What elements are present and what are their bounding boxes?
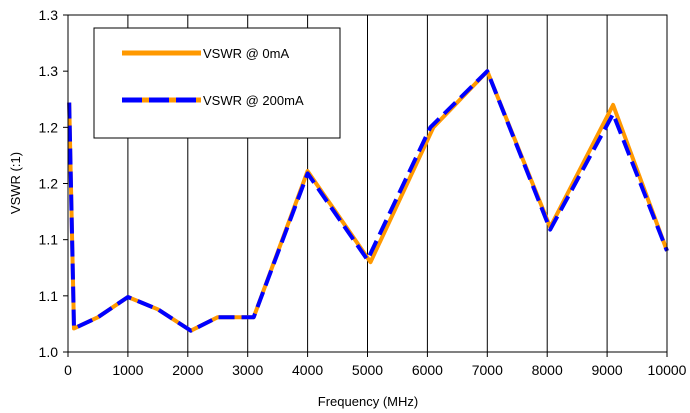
x-tick-label: 7000	[472, 362, 503, 378]
y-tick-label: 1.2	[39, 119, 59, 135]
x-tick-label: 9000	[592, 362, 623, 378]
legend-label-0mA: VSWR @ 0mA	[203, 46, 289, 61]
series-line-1	[67, 69, 669, 333]
y-tick-label: 1.1	[39, 288, 59, 304]
x-tick-label: 5000	[352, 362, 383, 378]
y-tick-label: 1.1	[39, 232, 59, 248]
x-tick-label: 8000	[532, 362, 563, 378]
x-tick-label: 3000	[232, 362, 263, 378]
legend: VSWR @ 0mA VSWR @ 200mA	[93, 27, 341, 139]
x-axis: 0 1000 2000 3000 4000 5000 6000 7000 8000 9000 100…	[64, 352, 687, 378]
x-tick-label: 10000	[648, 362, 687, 378]
y-tick-label: 1.3	[39, 7, 59, 23]
y-axis-title: VSWR (:1)	[8, 152, 23, 214]
legend-label-200mA: VSWR @ 200mA	[203, 93, 304, 108]
y-tick-label: 1.3	[39, 63, 59, 79]
series-layer	[67, 69, 669, 333]
y-tick-label: 1.0	[39, 344, 59, 360]
y-tick-label: 1.2	[39, 176, 59, 192]
legend-box	[93, 27, 341, 139]
x-tick-label: 0	[64, 362, 72, 378]
x-tick-label: 2000	[172, 362, 203, 378]
x-axis-title: Frequency (MHz)	[318, 394, 418, 409]
y-axis: 1.0 1.1 1.1 1.2 1.2 1.3 1.3	[39, 7, 68, 360]
x-tick-label: 1000	[112, 362, 143, 378]
x-tick-label: 4000	[292, 362, 323, 378]
x-tick-label: 6000	[412, 362, 443, 378]
